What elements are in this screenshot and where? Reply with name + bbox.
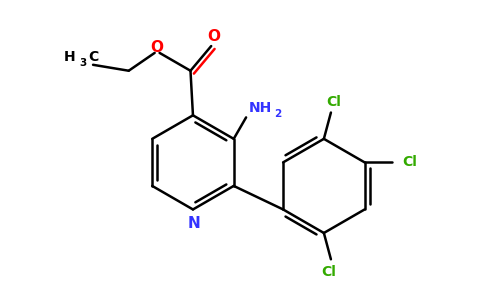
Text: NH: NH (248, 101, 272, 116)
Text: O: O (151, 40, 164, 56)
Text: 2: 2 (273, 110, 281, 119)
Text: H: H (64, 50, 76, 64)
Text: N: N (188, 216, 200, 231)
Text: O: O (207, 29, 220, 44)
Text: Cl: Cl (402, 155, 417, 170)
Text: Cl: Cl (326, 94, 341, 109)
Text: Cl: Cl (321, 265, 336, 279)
Text: C: C (88, 50, 98, 64)
Text: 3: 3 (79, 58, 87, 68)
